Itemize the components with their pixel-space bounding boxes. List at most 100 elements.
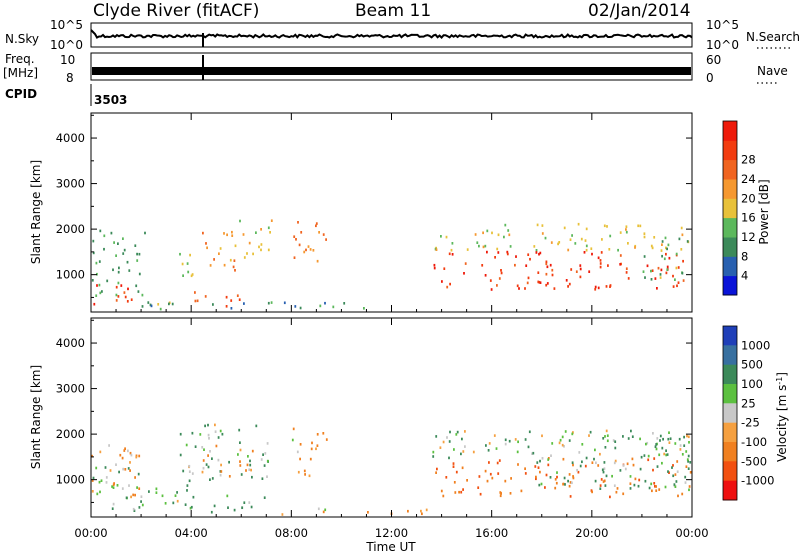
range-cell [220,463,222,467]
range-cell [597,256,600,260]
range-cell [296,450,299,454]
range-cell [584,239,587,242]
range-cell [190,274,193,278]
range-cell [239,464,242,467]
range-cell [316,259,319,263]
range-cell [558,241,561,244]
range-cell [91,279,94,282]
range-cell [208,437,210,440]
range-cell [187,270,190,274]
range-cell [247,455,249,458]
range-cell [191,431,194,435]
range-cell [324,301,326,305]
range-cell [681,492,684,496]
range-cell [138,487,141,490]
range-cell [677,266,680,269]
range-cell [159,307,162,311]
range-cell [590,247,593,250]
range-cell [249,459,251,463]
range-cell [535,477,537,481]
range-cell [514,438,517,441]
range-cell [96,492,99,496]
range-cell [194,291,196,294]
nsearch-tick-top: 10^5 [706,18,739,32]
colorbar-segment [723,442,737,462]
range-cell [626,462,629,466]
range-cell [223,232,225,235]
colorbar-segment [723,179,737,199]
range-cell [631,457,634,461]
range-cell [220,470,223,473]
range-cell [590,489,593,492]
range-cell [629,482,632,485]
range-cell [539,459,541,463]
range-cell [214,423,216,427]
range-cell [184,503,187,506]
range-cell [591,490,593,494]
range-cell [627,242,629,245]
range-cell [671,466,673,469]
range-cell [292,427,295,431]
range-cell [103,247,105,251]
range-cell [677,281,680,284]
range-cell [115,299,118,302]
range-cell [217,458,220,462]
range-cell [99,291,102,295]
range-cell [112,502,115,506]
range-cell [260,248,262,252]
range-cell [125,496,128,500]
range-cell [460,452,462,456]
range-cell [318,231,320,234]
range-cell [526,281,529,285]
y-tick-label: 2000 [56,427,85,441]
range-cell [687,454,690,458]
range-cell [536,461,539,464]
range-cell [503,235,505,239]
range-cell [445,235,448,239]
range-cell [484,244,487,248]
range-cell [297,470,300,474]
range-cell [535,251,538,254]
range-cell [448,252,451,256]
range-cell [594,448,596,452]
range-cell [677,494,679,498]
x-axis-ticks: 00:00 04:00 08:00 12:00 16:00 20:00 00:00 [74,113,709,540]
range-cell [555,481,558,485]
range-cell [231,234,234,237]
range-cell [115,254,117,257]
range-cell [646,441,649,445]
range-cell [603,467,606,470]
range-cell [653,457,656,460]
range-cell [234,269,236,272]
range-cell [481,264,484,267]
range-cell [682,259,684,263]
range-cell [99,450,102,454]
range-cell [150,304,153,308]
range-cell [319,304,322,308]
range-cell [267,248,270,252]
range-cell [673,483,676,486]
range-cell [666,247,668,251]
range-cell [655,485,657,488]
range-cell [518,287,520,290]
freq-label-1: Freq. [5,52,35,66]
range-cell [510,477,512,480]
range-cell [466,479,468,482]
range-cell [117,295,120,298]
range-cell [141,305,144,308]
range-cell [546,282,549,285]
range-cell [556,475,558,479]
range-cell [581,443,584,446]
range-cell [185,443,188,447]
range-cell [232,265,235,269]
range-cell [211,477,214,480]
range-cell [199,433,202,436]
y-tick-label: 1000 [56,473,85,487]
range-cell [105,481,108,484]
range-cell [665,252,667,256]
range-cell [605,285,608,288]
range-cell [239,441,241,444]
range-cell [666,268,669,271]
colorbar-segment [723,140,737,161]
